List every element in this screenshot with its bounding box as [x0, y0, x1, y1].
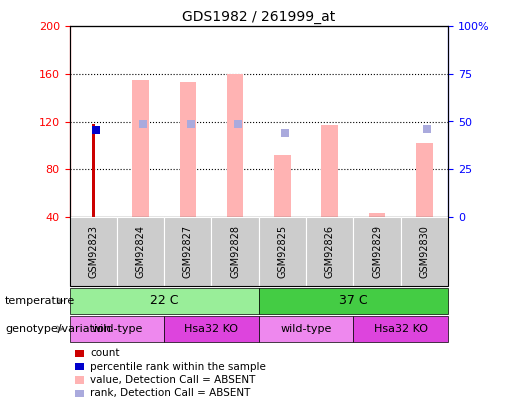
Text: GSM92823: GSM92823 [88, 225, 98, 277]
Text: 22 C: 22 C [150, 294, 178, 307]
Text: Hsa32 KO: Hsa32 KO [374, 324, 428, 334]
Text: GSM92829: GSM92829 [372, 225, 382, 277]
Text: percentile rank within the sample: percentile rank within the sample [90, 362, 266, 371]
Text: rank, Detection Call = ABSENT: rank, Detection Call = ABSENT [90, 388, 250, 398]
Text: GSM92828: GSM92828 [230, 225, 240, 277]
Text: 37 C: 37 C [339, 294, 368, 307]
Bar [180, 82, 196, 217]
Bar [369, 213, 385, 217]
Text: value, Detection Call = ABSENT: value, Detection Call = ABSENT [90, 375, 255, 385]
Text: GSM92830: GSM92830 [419, 225, 430, 277]
Text: temperature: temperature [5, 296, 75, 306]
Bar [274, 155, 291, 217]
Text: wild-type: wild-type [91, 324, 143, 334]
Text: wild-type: wild-type [280, 324, 332, 334]
Text: GSM92825: GSM92825 [278, 224, 287, 278]
Text: GSM92827: GSM92827 [183, 224, 193, 278]
Bar [92, 124, 95, 217]
Bar [227, 74, 244, 217]
Text: GSM92824: GSM92824 [135, 225, 146, 277]
Bar [416, 143, 433, 217]
Text: count: count [90, 348, 119, 358]
Text: Hsa32 KO: Hsa32 KO [184, 324, 238, 334]
Text: genotype/variation: genotype/variation [5, 324, 111, 334]
Bar [132, 80, 149, 217]
Bar [321, 125, 338, 217]
Title: GDS1982 / 261999_at: GDS1982 / 261999_at [182, 10, 335, 24]
Text: GSM92826: GSM92826 [325, 225, 335, 277]
